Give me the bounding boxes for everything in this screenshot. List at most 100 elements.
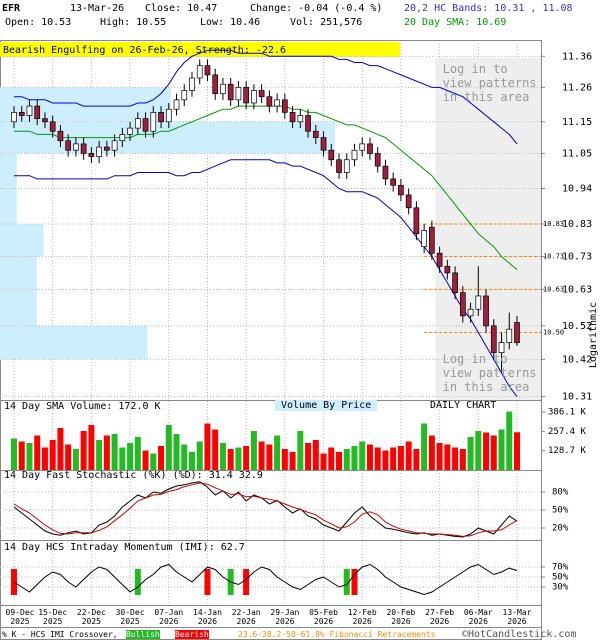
candle-body <box>220 83 226 94</box>
candle-body <box>173 99 180 110</box>
candle-body <box>73 143 79 151</box>
candle-body <box>506 328 513 343</box>
y-tick-label: 10.31 <box>562 392 592 403</box>
volume-by-price-bar <box>0 325 148 360</box>
volume-bar <box>96 440 103 470</box>
volume-by-price-bar <box>0 153 17 189</box>
volume-bar <box>328 447 335 470</box>
candle-body <box>312 130 319 138</box>
volume-bar <box>142 450 149 470</box>
volume-bar <box>343 449 350 470</box>
y-tick-label: 10.83 <box>562 219 592 230</box>
footer-fibonacci: 23.6-38.2-50-61.8% Fibonacci Retracement… <box>238 630 436 639</box>
candle-body <box>251 90 257 104</box>
volume-bar <box>274 435 281 470</box>
candle-body <box>436 252 443 267</box>
crossover-marker <box>204 569 211 595</box>
volume-by-price-bar <box>0 256 37 290</box>
x-tick-label: 06-Mar 2026 <box>463 608 493 626</box>
locked-note: Log in to view patterns in this area <box>442 352 537 394</box>
candle-body <box>483 295 489 327</box>
y-tick-label: 10.42 <box>562 354 592 365</box>
candle-body <box>514 322 520 343</box>
volume-bar <box>390 447 397 470</box>
candle-body <box>11 112 17 123</box>
close: Close: 10.47 <box>145 3 218 14</box>
x-tick-label: 22-Jan 2026 <box>231 608 261 626</box>
volume-bar <box>204 423 211 470</box>
y-tick-label: 10.94 <box>562 184 592 195</box>
y-tick-label: 11.26 <box>562 82 592 93</box>
candle-body <box>328 149 335 161</box>
candle-body <box>351 149 358 161</box>
locked-note: Log in to view patterns in this area <box>442 62 537 104</box>
volume-bar <box>173 434 180 470</box>
volume-bar <box>490 435 497 470</box>
x-tick-label: 13-Mar 2026 <box>502 608 532 626</box>
y-tick-label: 50% <box>552 506 569 516</box>
candle-body <box>119 134 126 142</box>
candle-body <box>343 159 350 173</box>
candle-body <box>49 121 56 132</box>
candle-body <box>134 118 141 129</box>
candle-body <box>26 105 33 116</box>
volume-bar <box>374 447 381 470</box>
y-tick-label: 11.15 <box>562 117 592 128</box>
y-tick-label: 386.1 K <box>548 408 587 418</box>
candle-body <box>281 99 288 113</box>
candle-body <box>429 226 435 254</box>
volume-by-price-bar <box>0 289 37 326</box>
volume-bar <box>18 441 25 470</box>
candle-body <box>297 115 304 123</box>
candle-body <box>196 65 203 79</box>
y-tick-label: 11.36 <box>562 51 592 62</box>
volume-bar <box>289 452 296 470</box>
change: Change: -0.04 (-0.4 %) <box>250 3 383 14</box>
crossover-marker <box>351 569 358 595</box>
volume-bar <box>165 425 172 470</box>
volume-bar <box>320 453 327 470</box>
volume-bar <box>111 434 118 470</box>
candle-body <box>235 87 242 101</box>
volume-bar <box>351 446 358 470</box>
candle-body <box>382 165 389 180</box>
candle-body <box>57 130 64 142</box>
candle-body <box>498 342 505 353</box>
y-tick-label: 50% <box>552 573 569 583</box>
volume-bar <box>258 441 265 470</box>
x-tick-label: 30-Dec 2025 <box>115 608 145 626</box>
pattern-title: Bearish Engulfing on 26-Feb-26, Strength… <box>3 45 286 56</box>
sma: 20 Day SMA: 10.69 <box>404 17 507 28</box>
x-tick-label: 05-Feb 2026 <box>309 608 338 626</box>
volume-bar <box>366 444 373 470</box>
candle-body <box>18 112 25 116</box>
candle-body <box>243 87 250 104</box>
candle-body <box>150 112 157 132</box>
locked-area <box>435 58 541 400</box>
candle-body <box>111 140 118 151</box>
candle-body <box>459 292 466 317</box>
candle-body <box>452 272 458 294</box>
volume-bar <box>421 423 428 470</box>
y-tick-label: 10.73 <box>562 252 592 263</box>
candle-body <box>336 159 342 173</box>
volume-bar <box>514 432 520 470</box>
volume-bar <box>57 428 64 470</box>
y-tick-label: 257.4 K <box>548 427 587 437</box>
volume-bar <box>72 449 79 470</box>
volume-bar <box>103 435 110 470</box>
volume-bar <box>305 443 312 470</box>
volume-bar <box>266 444 273 470</box>
volume-bar <box>196 441 203 470</box>
volume-bar <box>158 446 165 470</box>
candle-body <box>305 115 311 132</box>
candle-body <box>80 143 87 154</box>
volume-bar <box>452 447 459 470</box>
volume: Vol: 251,576 <box>290 17 363 28</box>
candle-body <box>181 90 188 101</box>
x-tick-label: 22-Dec 2025 <box>76 608 106 626</box>
footer-site: ©HotCandlestick.com <box>462 629 577 640</box>
candle-body <box>65 140 72 151</box>
candle-body <box>227 83 234 101</box>
